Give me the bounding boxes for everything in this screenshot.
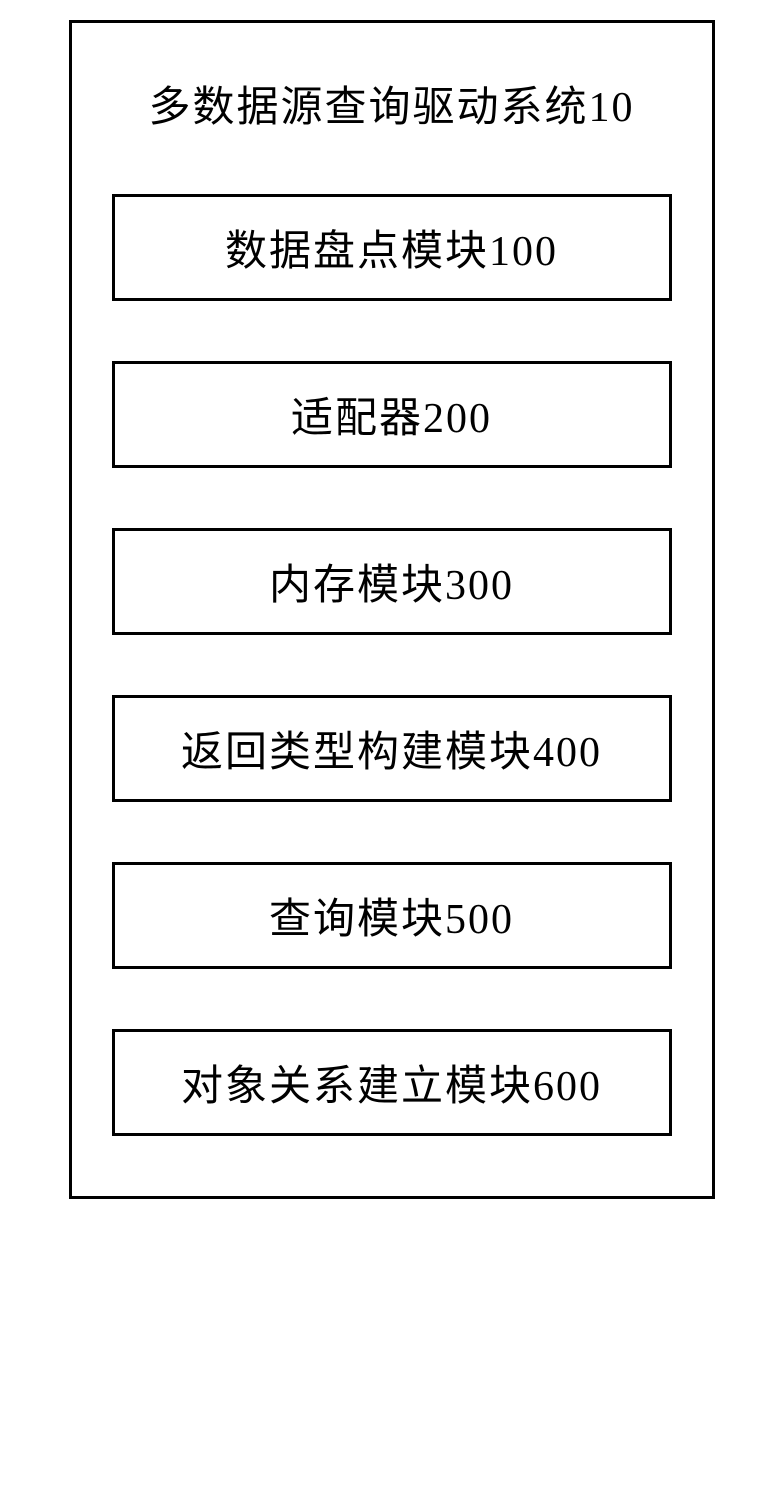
- module-adapter: 适配器200: [112, 361, 672, 468]
- system-title: 多数据源查询驱动系统10: [148, 73, 634, 134]
- module-return-type-builder: 返回类型构建模块400: [112, 695, 672, 802]
- module-query: 查询模块500: [112, 862, 672, 969]
- module-memory: 内存模块300: [112, 528, 672, 635]
- module-data-inventory: 数据盘点模块100: [112, 194, 672, 301]
- module-object-relation-builder: 对象关系建立模块600: [112, 1029, 672, 1136]
- system-container: 多数据源查询驱动系统10 数据盘点模块100 适配器200 内存模块300 返回…: [69, 20, 715, 1199]
